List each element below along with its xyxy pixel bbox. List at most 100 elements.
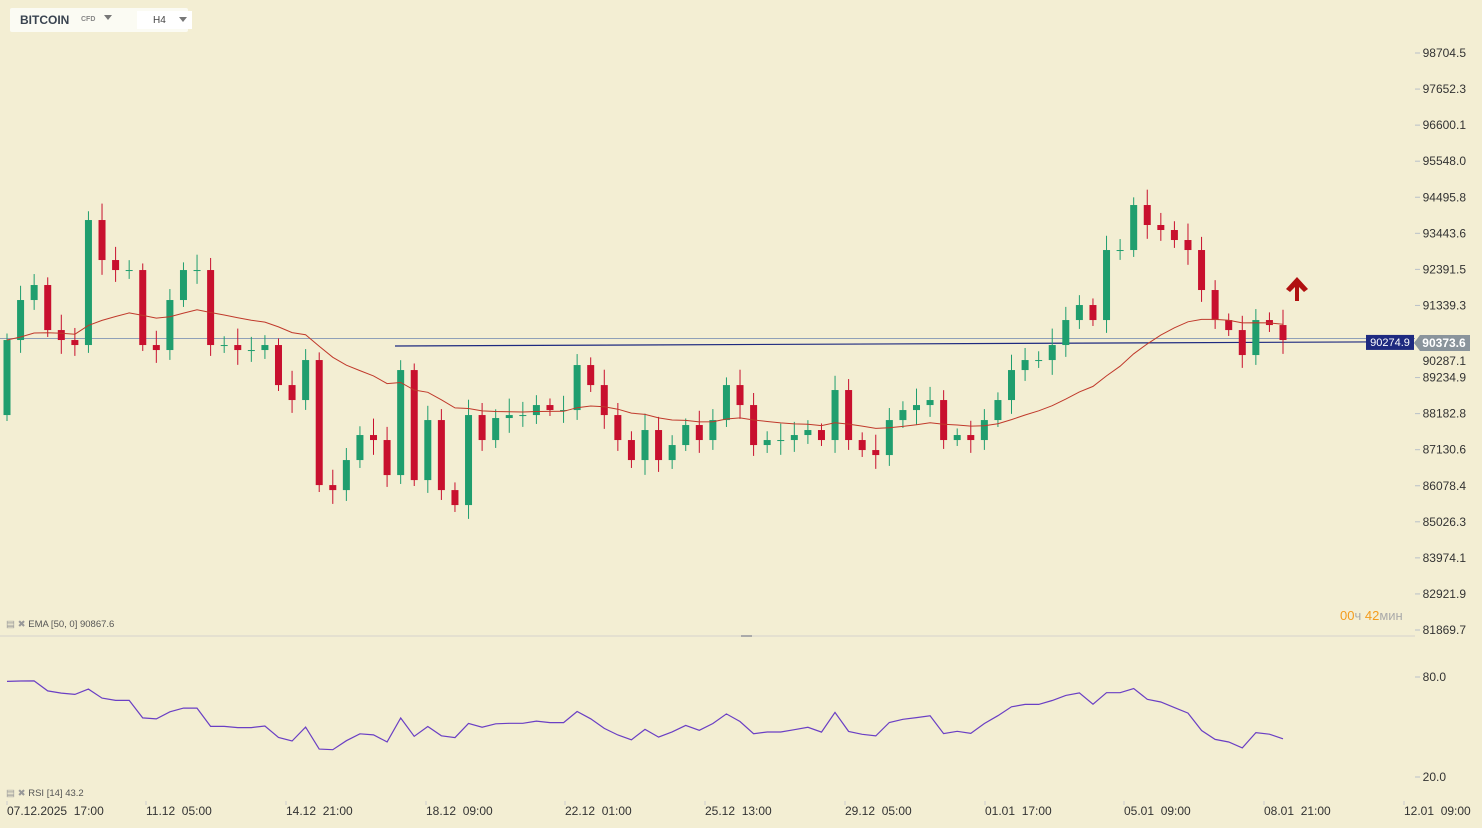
candle-body [1103,250,1111,321]
candle [288,370,296,413]
timer-minutes: 42 [1364,608,1380,623]
candle-body [804,430,812,436]
y-tick-label: 96600.1 [1423,118,1467,132]
candle-body [179,270,187,301]
symbol-selector[interactable]: BITCOIN CFD H4 [10,8,192,32]
line-price-tag [1366,334,1414,350]
candle-body [193,270,201,272]
candle [817,423,825,446]
line-price-label: 90274.9 [1370,337,1410,349]
candle-body [722,385,730,421]
candle-body [1075,305,1083,321]
close-icon[interactable]: ✖ [17,619,26,630]
settings-icon[interactable]: ▤ [6,788,15,799]
candle [940,390,948,449]
x-tick-label: 07.12.2025 17:00 [7,804,104,818]
candle-body [1035,360,1043,362]
candle [370,418,378,455]
ema-label: EMA [50, 0] 90867.6 [28,619,115,630]
candle [1170,221,1178,248]
candle [193,254,201,284]
candle-body [641,430,649,461]
candle [329,469,337,504]
candle-body [492,418,500,441]
x-tick-label: 01.01 17:00 [985,804,1052,818]
symbol-chevron-down-icon[interactable] [104,15,112,20]
y-tick-label: 98704.5 [1423,46,1467,60]
candle-body [356,435,364,461]
y-tick-label: 91339.3 [1423,298,1467,312]
candle [410,363,418,486]
candle [1279,309,1287,354]
candle [247,336,255,362]
candle-body [505,415,513,419]
candle-body [614,415,622,441]
candle [424,405,432,493]
candle [139,263,147,351]
candle-body [980,420,988,441]
candle [872,434,880,469]
candle [831,375,839,453]
candle-body [885,420,893,456]
candle [356,426,364,468]
candle-body [777,440,785,442]
candle [1211,280,1219,329]
current-price-tag [1414,335,1470,351]
candle [1184,223,1192,265]
candle-body [940,400,948,441]
rsi-tick-label: 80.0 [1423,670,1447,684]
candle-body [370,435,378,441]
candle-body [139,270,147,346]
candle-body [736,385,744,406]
candle [261,335,269,359]
candle-body [1008,370,1016,401]
candle [98,203,106,275]
candle [166,289,174,360]
candle [709,409,717,450]
candle [750,392,758,456]
candle-body [234,345,242,351]
candle [1265,312,1273,332]
y-tick-label: 87130.6 [1423,443,1467,457]
candle [980,409,988,450]
candle-body [30,285,38,301]
candle [220,336,228,353]
candle-body [1143,205,1151,226]
candle [3,333,11,421]
candle-body [519,415,527,417]
y-tick-label: 92391.5 [1423,262,1467,276]
candle-body [926,400,934,406]
candle [899,401,907,428]
up-arrow-icon [1286,277,1308,301]
candle-body [315,360,323,486]
timeframe-chevron-down-icon[interactable] [179,17,187,22]
candle-body [750,405,758,446]
close-icon[interactable]: ✖ [17,788,26,799]
y-tick-label: 82921.9 [1423,587,1467,601]
rsi-label: RSI [14] 43.2 [28,788,84,799]
x-tick-label: 25.12 13:00 [705,804,772,818]
y-tick-label: 81869.7 [1423,623,1467,637]
candle [125,260,133,279]
candle-body [994,400,1002,421]
candle [44,277,52,337]
candle [71,327,79,356]
y-tick-label: 90287.1 [1423,354,1467,368]
candle-body [1089,305,1097,321]
candle-body [600,385,608,416]
timeframe-selector[interactable]: H4 [137,11,192,29]
candle [1048,328,1056,375]
settings-icon[interactable]: ▤ [6,619,15,630]
rsi-tick-label: 20.0 [1423,770,1447,784]
candle-body [831,390,839,441]
x-tick-label: 12.01 09:00 [1404,804,1471,818]
candle-body [695,425,703,441]
candle [1252,309,1260,365]
candle-body [274,345,282,386]
candle-body [247,350,255,352]
candle-body [424,420,432,481]
candle [926,386,934,417]
rsi-line [6,680,1284,751]
candle [1008,354,1016,414]
